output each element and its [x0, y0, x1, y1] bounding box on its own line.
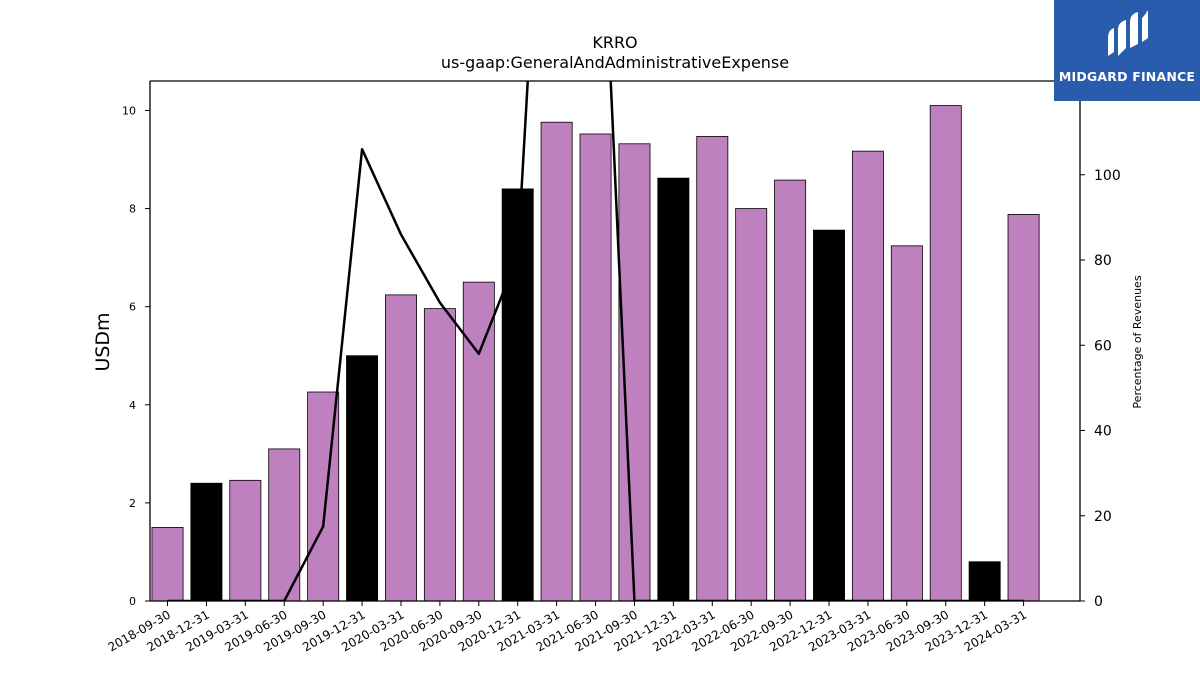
bar-2022-09-30 — [774, 179, 807, 602]
bar-2021-06-30 — [579, 133, 612, 602]
y2-tick-label: 60 — [1094, 338, 1112, 354]
bar-2021-12-31 — [657, 177, 690, 602]
y-axis-label: USDm — [92, 312, 114, 371]
y-tick-label: 10 — [122, 104, 136, 117]
bar-2018-12-31 — [190, 482, 223, 602]
bar-2023-09-30 — [929, 105, 962, 602]
bar-2022-03-31 — [696, 136, 729, 602]
y2-axis-label: Percentage of Revenues — [1131, 275, 1144, 408]
y-tick-label: 6 — [129, 301, 136, 314]
bar-2021-03-31 — [540, 121, 573, 602]
y2-tick-label: 20 — [1094, 509, 1112, 525]
logo-text: MIDGARD FINANCE — [1058, 69, 1196, 84]
bar-2019-12-31 — [346, 355, 379, 602]
y-tick-label: 2 — [129, 497, 136, 510]
bar-2023-12-31 — [968, 561, 1001, 602]
y2-tick-label: 100 — [1094, 168, 1121, 184]
y2-tick-label: 80 — [1094, 253, 1112, 269]
line-layer — [167, 81, 1024, 601]
bar-2022-06-30 — [735, 208, 768, 602]
y2-tick-label: 40 — [1094, 424, 1112, 440]
bar-2019-06-30 — [268, 448, 301, 602]
bar-2020-03-31 — [385, 294, 417, 602]
bar-2023-03-31 — [851, 150, 884, 602]
brand-logo: MIDGARD FINANCE — [1054, 0, 1200, 101]
bar-2020-09-30 — [462, 281, 495, 602]
y-tick-label: 8 — [129, 203, 136, 216]
bar-2022-12-31 — [813, 229, 845, 602]
y-tick-label: 0 — [129, 595, 136, 608]
bar-2019-03-31 — [229, 479, 262, 602]
bar-2023-06-30 — [890, 245, 923, 602]
bar-2018-09-30 — [151, 527, 184, 602]
chart-subtitle: us-gaap:GeneralAndAdministrativeExpense — [441, 53, 789, 72]
logo-mark-icon — [1108, 10, 1148, 56]
revenue-percentage-line — [167, 81, 1024, 601]
bar-2020-06-30 — [423, 308, 456, 602]
chart-title: KRRO — [592, 33, 637, 52]
y-tick-label: 4 — [129, 399, 136, 412]
bars-layer — [151, 105, 1040, 602]
y2-tick-label: 0 — [1094, 594, 1103, 610]
bar-2024-03-31 — [1007, 214, 1040, 602]
